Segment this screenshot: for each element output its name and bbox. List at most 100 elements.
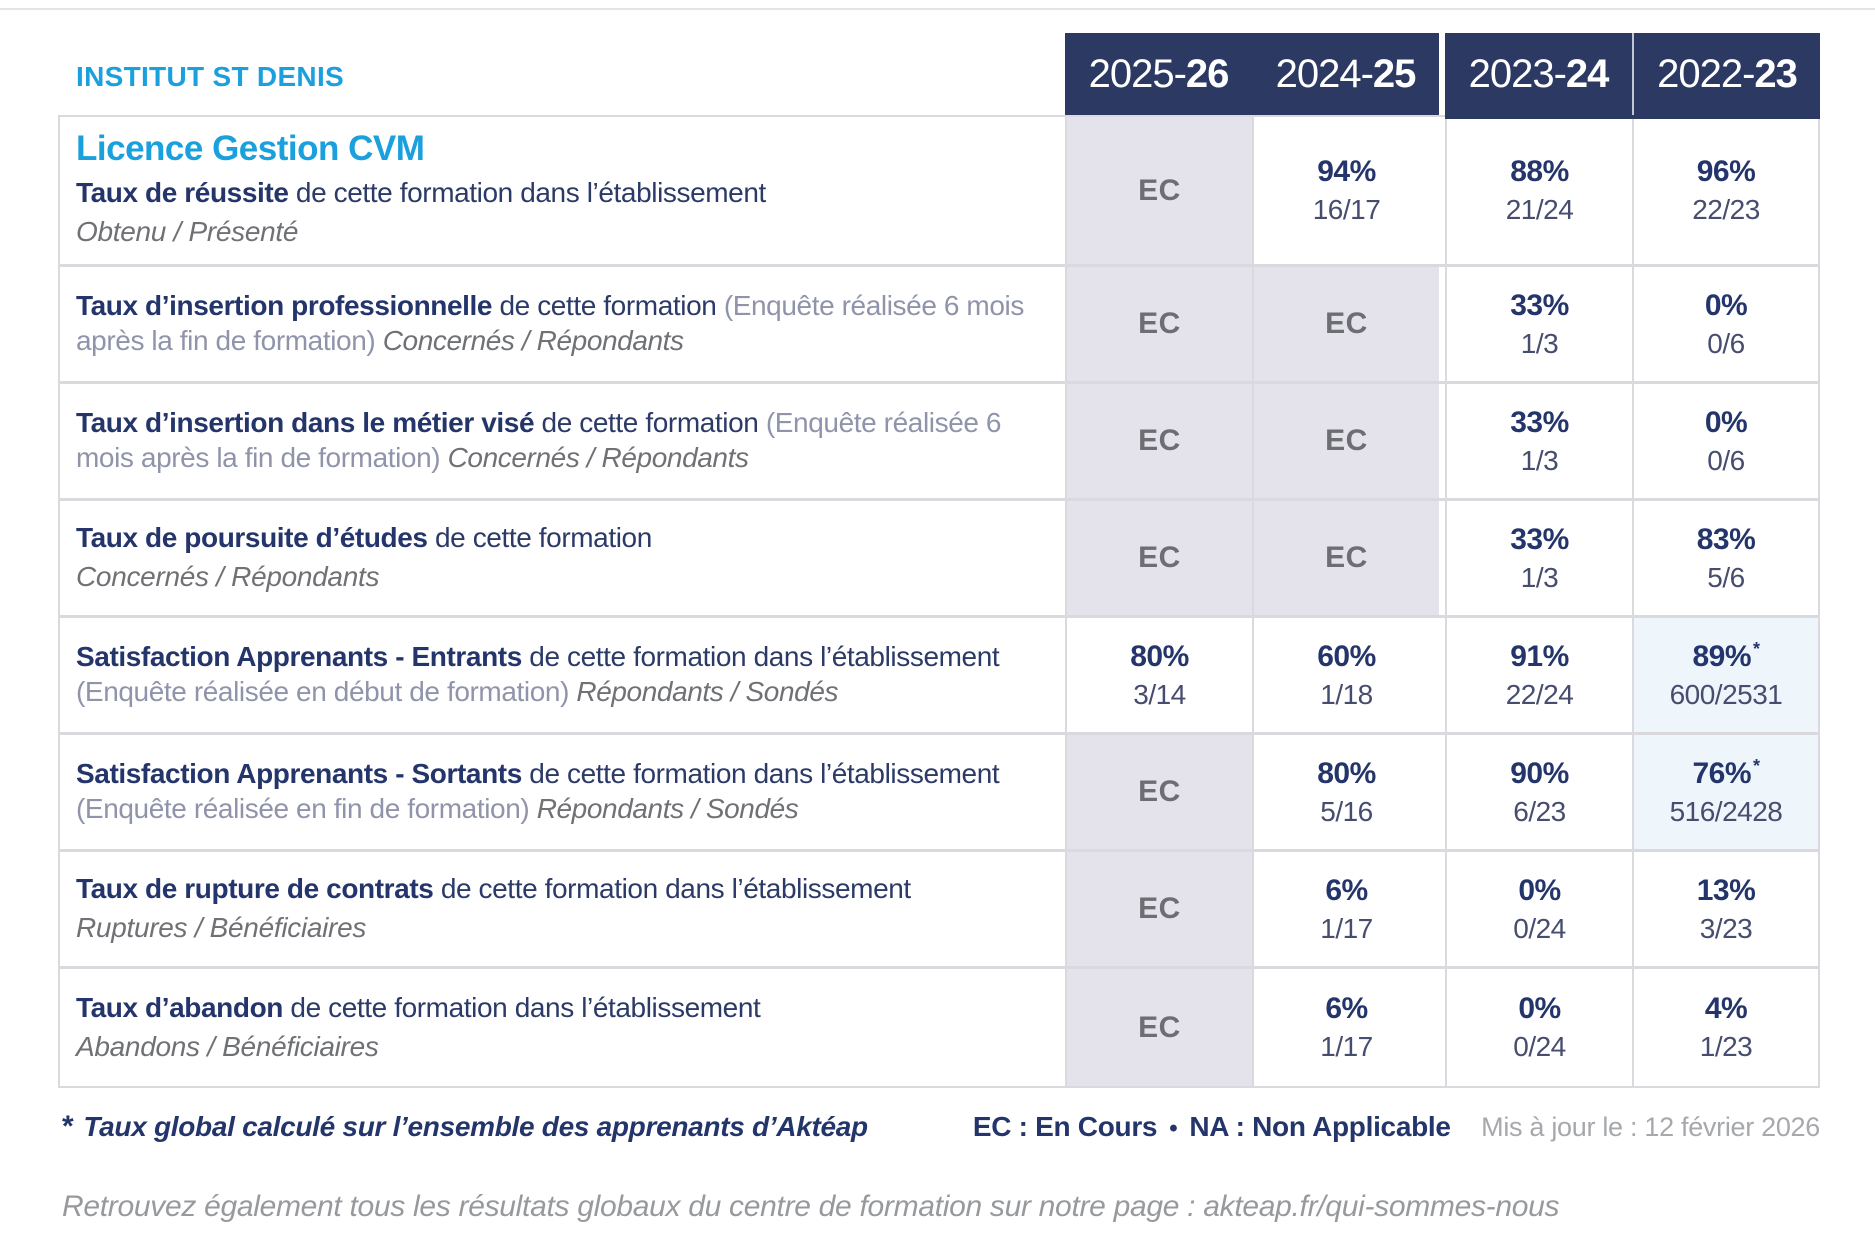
- percent-value: 88%: [1510, 154, 1569, 190]
- row-sublabel: Concernés / Répondants: [447, 442, 749, 473]
- percent-value: 0%: [1518, 873, 1561, 909]
- percent-number: 89%: [1692, 639, 1752, 673]
- row-survey-note: (Enquête réalisée 6 mois après la fin de…: [76, 290, 1024, 356]
- fraction-value: 1/18: [1320, 678, 1373, 710]
- table-row: Licence Gestion CVM Taux de réussite de c…: [60, 117, 1818, 267]
- row-description: de cette formation dans l’établissement: [440, 873, 911, 905]
- fraction-value: 6/23: [1513, 795, 1566, 827]
- percent-number: 6%: [1325, 873, 1368, 907]
- asterisk-note-text: Taux global calculé sur l’ensemble des a…: [83, 1111, 868, 1142]
- percent-number: 80%: [1317, 756, 1376, 790]
- column-gap: [1439, 384, 1445, 498]
- percent-value: 33%: [1510, 522, 1569, 558]
- percent-number: 91%: [1510, 639, 1569, 673]
- legend-na: NA : Non Applicable: [1189, 1111, 1451, 1142]
- results-sheet: INSTITUT ST DENIS 2025- 26 2024- 25 2023- 24…: [58, 0, 1820, 1224]
- program-title: Licence Gestion CVM: [76, 128, 425, 168]
- value-cell-2023-24: 33% 1/3: [1445, 384, 1632, 498]
- percent-value: 0%: [1705, 405, 1748, 441]
- row-description: de cette formation dans l’établissement: [290, 991, 761, 1023]
- value-cell-2025-26: 80% 3/14: [1065, 618, 1252, 732]
- value-cell-2024-25: EC: [1252, 384, 1439, 498]
- fraction-value: 1/17: [1320, 912, 1373, 944]
- row-sublabel: Abandons / Bénéficiaires: [76, 1030, 379, 1062]
- percent-number: 83%: [1696, 522, 1756, 556]
- row-sublabel: Obtenu / Présenté: [76, 216, 299, 248]
- percent-value: 0%: [1704, 288, 1748, 324]
- asterisk-symbol: *: [62, 1110, 74, 1143]
- value-cell-2024-25: 6% 1/17: [1252, 969, 1439, 1086]
- value-cell-2025-26: EC: [1065, 384, 1252, 498]
- table-header: INSTITUT ST DENIS 2025- 26 2024- 25 2023- 24…: [58, 0, 1820, 115]
- column-gap: [1439, 501, 1445, 615]
- column-gap: [1439, 735, 1445, 849]
- value-cell-2023-24: 88% 21/24: [1445, 117, 1632, 264]
- fraction-value: 600/2531: [1669, 678, 1783, 710]
- row-label-cell: Satisfaction Apprenants - Sortants de ce…: [60, 735, 1065, 849]
- fraction-value: 0/24: [1513, 912, 1566, 944]
- ec-status: EC: [1138, 424, 1181, 457]
- ec-status: EC: [1138, 307, 1181, 340]
- percent-number: 90%: [1510, 756, 1569, 790]
- top-divider: [0, 8, 1875, 10]
- row-label-cell: Taux d’insertion professionnelle de cett…: [60, 267, 1065, 381]
- row-description: de cette formation: [434, 522, 652, 554]
- percent-value: 80%: [1130, 639, 1189, 675]
- percent-number: 60%: [1317, 639, 1376, 673]
- ec-status: EC: [1325, 541, 1368, 574]
- row-label-cell: Taux de poursuite d’études de cette form…: [60, 501, 1065, 615]
- last-updated: Mis à jour le : 12 février 2026: [1481, 1112, 1820, 1142]
- percent-value: 90%: [1510, 756, 1569, 792]
- row-sublabel: Répondants / Sondés: [576, 676, 839, 707]
- institute-name: INSTITUT ST DENIS: [76, 61, 344, 92]
- row-sublabel: Répondants / Sondés: [536, 793, 799, 824]
- row-survey-note: (Enquête réalisée en début de formation): [76, 676, 569, 707]
- value-cell-2022-23: 13% 3/23: [1632, 852, 1818, 966]
- percent-number: 96%: [1696, 155, 1756, 189]
- year-label-2024-25: 2024- 25: [1252, 52, 1439, 97]
- fraction-value: 16/17: [1312, 194, 1381, 226]
- row-label-cell: Taux de rupture de contrats de cette for…: [60, 852, 1065, 966]
- ec-status: EC: [1325, 307, 1368, 340]
- value-cell-2023-24: 33% 1/3: [1445, 501, 1632, 615]
- row-description: de cette formation: [499, 290, 717, 321]
- percent-number: 13%: [1696, 873, 1756, 907]
- row-title: Taux d’abandon: [76, 991, 283, 1023]
- table-row: Taux d’insertion professionnelle de cett…: [60, 267, 1818, 384]
- value-cell-2022-23: 96% 22/23: [1632, 117, 1818, 264]
- percent-number: 33%: [1510, 522, 1569, 556]
- global-results-note: Retrouvez également tous les résultats g…: [62, 1190, 1560, 1223]
- fraction-value: 1/3: [1520, 444, 1559, 476]
- percent-number: 4%: [1704, 992, 1748, 1026]
- indicators-table: Licence Gestion CVM Taux de réussite de c…: [58, 115, 1820, 1088]
- row-title: Satisfaction Apprenants - Sortants: [76, 758, 522, 789]
- row-sublabel: Ruptures / Bénéficiaires: [76, 912, 367, 944]
- table-row: Taux de rupture de contrats de cette for…: [60, 852, 1818, 969]
- value-cell-2022-23: 0% 0/6: [1632, 267, 1818, 381]
- fraction-value: 3/23: [1699, 912, 1753, 944]
- fraction-value: 3/14: [1133, 678, 1186, 710]
- percent-number: 6%: [1325, 992, 1368, 1026]
- percent-number: 33%: [1510, 288, 1569, 322]
- year-header-group-recent: 2025- 26 2024- 25: [1065, 33, 1439, 115]
- fraction-value: 22/24: [1505, 678, 1574, 710]
- percent-value: 4%: [1704, 991, 1748, 1027]
- value-cell-2024-25: EC: [1252, 501, 1439, 615]
- percent-number: 33%: [1510, 405, 1569, 439]
- row-label-line: Taux de poursuite d’études de cette form…: [76, 520, 1039, 555]
- value-cell-2024-25: 94% 16/17: [1252, 117, 1439, 264]
- year-header-2023-24: 2023- 24: [1445, 33, 1632, 115]
- ec-status: EC: [1138, 541, 1181, 574]
- legend-separator: •: [1169, 1115, 1178, 1142]
- fraction-value: 21/24: [1505, 194, 1574, 226]
- row-label-cell: Satisfaction Apprenants - Entrants de ce…: [60, 618, 1065, 732]
- percent-value: 94%: [1317, 154, 1376, 190]
- value-cell-2022-23: 76% * 516/2428: [1632, 735, 1818, 849]
- row-survey-note: (Enquête réalisée 6 mois après la fin de…: [76, 407, 1002, 473]
- percent-number: 0%: [1704, 288, 1748, 322]
- row-description: de cette formation dans l’établissement: [529, 641, 1000, 672]
- table-row: Satisfaction Apprenants - Sortants de ce…: [60, 735, 1818, 852]
- percent-number: 80%: [1130, 639, 1189, 673]
- row-title: Taux de rupture de contrats: [76, 873, 434, 905]
- ec-status: EC: [1138, 892, 1181, 925]
